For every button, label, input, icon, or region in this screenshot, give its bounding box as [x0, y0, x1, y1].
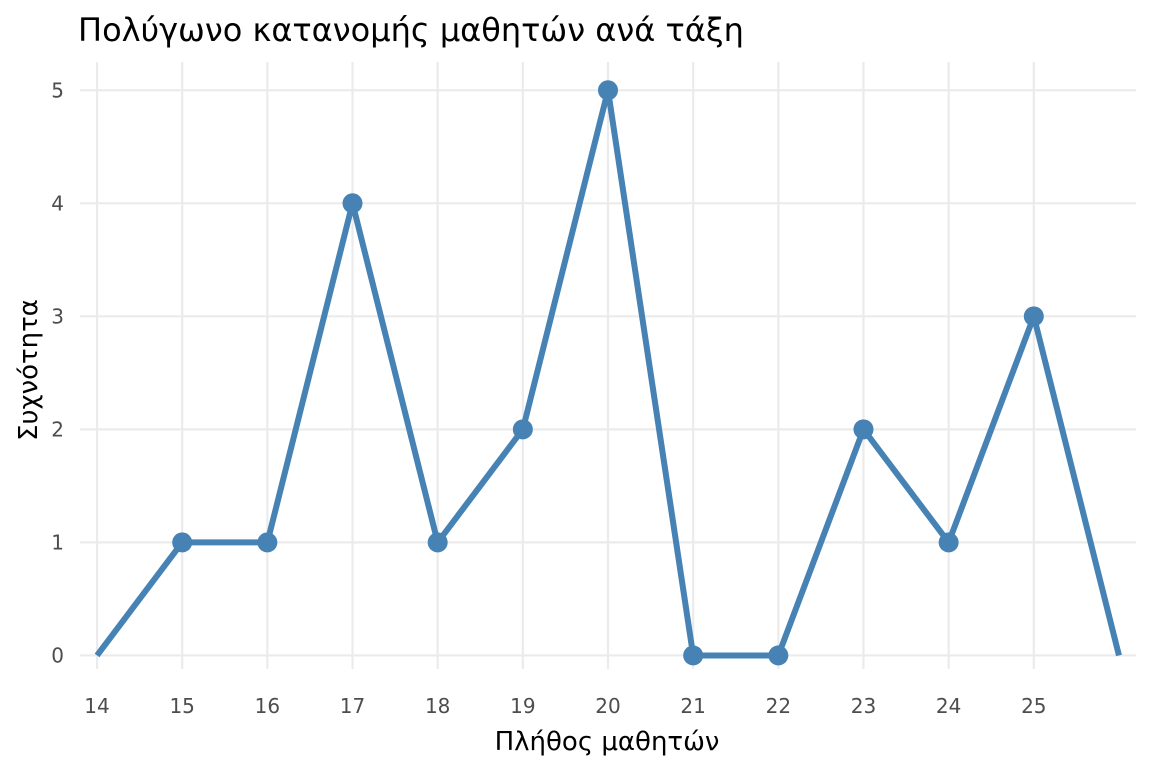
y-tick-label: 3 — [51, 304, 64, 328]
data-point — [1023, 306, 1044, 327]
data-point — [598, 80, 618, 101]
y-axis-title: Συχνότητα — [14, 299, 44, 441]
x-tick-label: 14 — [84, 694, 109, 718]
data-point — [512, 419, 533, 440]
x-tick-label: 15 — [169, 694, 194, 718]
data-point — [938, 532, 959, 553]
x-tick-label: 18 — [425, 694, 450, 718]
x-tick-label: 20 — [595, 694, 620, 718]
x-tick-label: 22 — [766, 694, 791, 718]
y-tick-label: 1 — [51, 530, 64, 554]
x-axis-title: Πλήθος μαθητών — [495, 727, 720, 757]
x-tick-label: 23 — [851, 694, 876, 718]
y-tick-label: 4 — [51, 191, 64, 215]
x-axis-ticks: 14 15 16 17 18 19 20 21 22 23 24 25 — [84, 694, 1046, 718]
y-tick-label: 5 — [51, 78, 64, 102]
x-tick-label: 24 — [936, 694, 961, 718]
grid — [80, 62, 1136, 669]
x-tick-label: 17 — [340, 694, 365, 718]
data-point — [683, 645, 704, 666]
x-tick-label: 25 — [1021, 694, 1046, 718]
data-point — [257, 532, 278, 553]
x-tick-label: 19 — [510, 694, 535, 718]
y-tick-label: 0 — [51, 643, 64, 667]
y-axis-ticks: 0 1 2 3 4 5 — [51, 78, 64, 667]
x-tick-label: 21 — [680, 694, 705, 718]
data-point — [342, 193, 363, 214]
data-point — [172, 532, 193, 553]
chart-title: Πολύγωνο κατανομής μαθητών ανά τάξη — [78, 11, 744, 49]
series-layer — [94, 80, 1122, 666]
data-point — [853, 419, 874, 440]
data-point — [768, 645, 789, 666]
x-tick-label: 16 — [255, 694, 280, 718]
data-point — [427, 532, 448, 553]
y-tick-label: 2 — [51, 417, 64, 441]
